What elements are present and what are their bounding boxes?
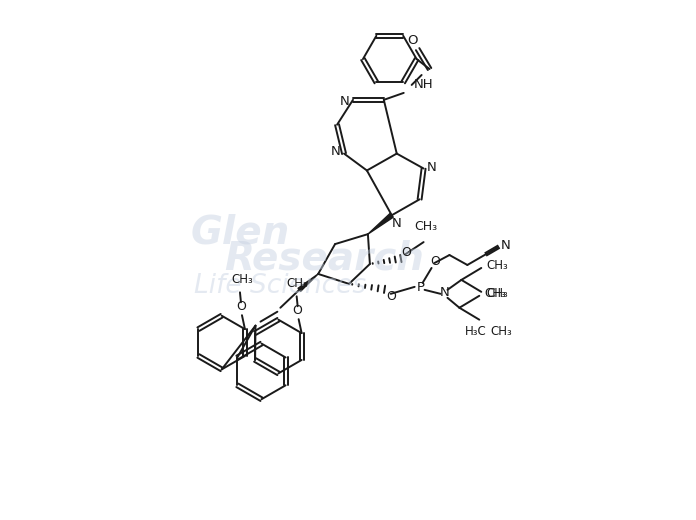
Text: CH₃: CH₃ <box>414 219 437 232</box>
Text: CH₃: CH₃ <box>487 288 508 301</box>
Text: CH₃: CH₃ <box>287 277 308 290</box>
Text: N: N <box>500 239 510 252</box>
Text: N: N <box>440 287 450 300</box>
Text: CH₃: CH₃ <box>487 259 508 272</box>
Text: CH₃: CH₃ <box>490 325 512 338</box>
Text: O: O <box>386 290 396 303</box>
Text: O: O <box>236 300 246 313</box>
Polygon shape <box>298 274 318 291</box>
Text: Research: Research <box>224 239 424 277</box>
Text: O: O <box>293 304 303 317</box>
Text: CH₃: CH₃ <box>231 273 253 286</box>
Text: Life Sciences: Life Sciences <box>194 273 366 299</box>
Text: Glen: Glen <box>191 213 290 251</box>
Polygon shape <box>368 213 393 234</box>
Text: P: P <box>417 281 425 294</box>
Text: O: O <box>402 245 411 258</box>
Text: NH: NH <box>413 79 434 92</box>
Text: N: N <box>340 95 350 108</box>
Text: O: O <box>431 255 441 268</box>
Text: N: N <box>331 145 341 158</box>
Text: N: N <box>427 161 436 174</box>
Text: N: N <box>392 217 402 230</box>
Text: H₃C: H₃C <box>464 325 487 338</box>
Text: O: O <box>407 34 418 47</box>
Text: CH₃: CH₃ <box>484 288 506 301</box>
